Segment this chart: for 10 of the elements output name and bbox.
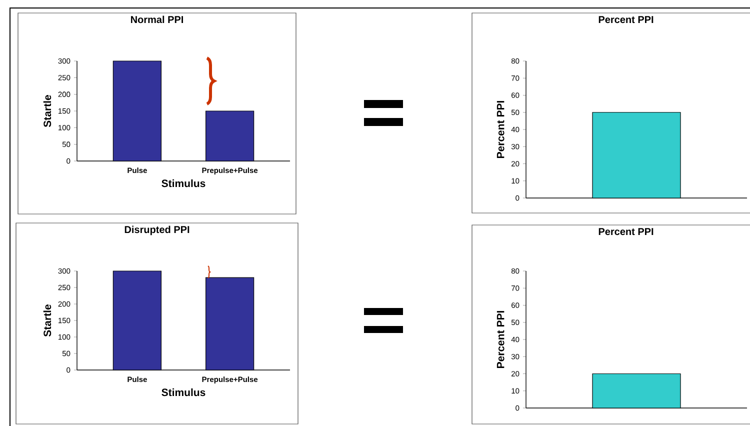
y-axis-title: Startle bbox=[43, 304, 52, 337]
y-axis-title: Percent PPI bbox=[496, 311, 504, 368]
x-axis-title: Stimulus bbox=[162, 179, 206, 188]
chart-title: Percent PPI bbox=[598, 228, 654, 236]
chart-title: Normal PPI bbox=[131, 16, 184, 24]
chart-title: Disrupted PPI bbox=[124, 226, 190, 236]
y-axis-title: Startle bbox=[43, 95, 52, 128]
y-axis-title: Percent PPI bbox=[496, 101, 504, 158]
x-axis-title: Stimulus bbox=[162, 388, 206, 396]
chart-title: Percent PPI bbox=[598, 16, 654, 24]
